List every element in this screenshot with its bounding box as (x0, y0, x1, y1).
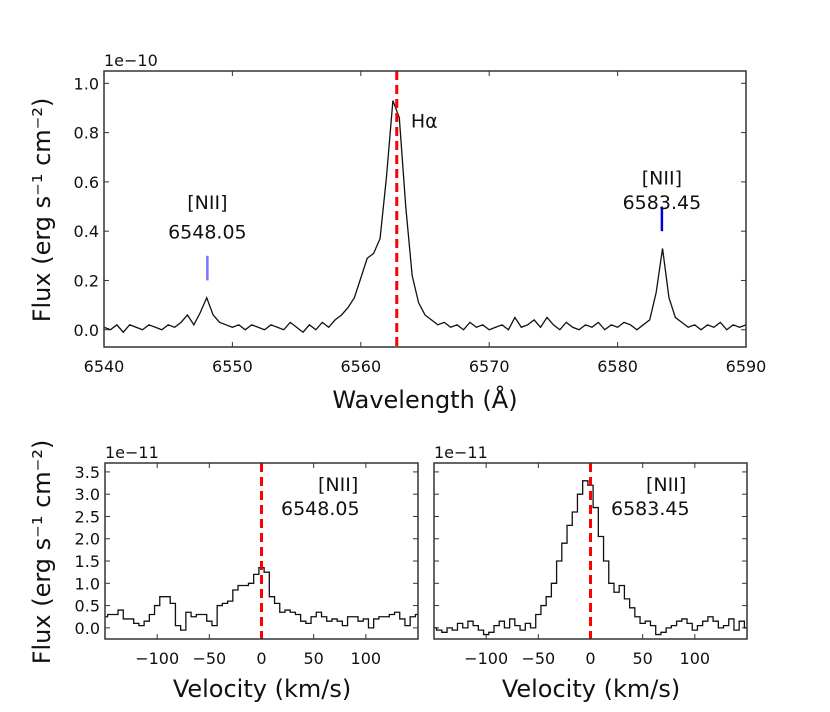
x-tick-label: −50 (521, 649, 555, 668)
line-annotation: [NII] (318, 474, 358, 496)
x-tick-label: 6590 (726, 357, 767, 376)
bottom-left-x-axis-label: Velocity (km/s) (173, 675, 351, 703)
y-tick-label: 0.2 (74, 271, 99, 290)
bottom-y-axis-label: Flux (erg s⁻¹ cm⁻²) (28, 440, 56, 665)
bottom-left-panel-nii-6548: −100 −50 0 50 100 0.0 0.5 1.0 1.5 2.0 2.5 3.0 3.5 1e−… (75, 443, 419, 668)
x-tick-label: −100 (464, 649, 508, 668)
y-tick-label: 0.4 (74, 222, 99, 241)
y-tick-label: 1.0 (74, 74, 99, 93)
y-tick-label: 3.5 (75, 463, 100, 482)
y-tick-label: 0.0 (74, 321, 99, 340)
y-tick-label: 0.6 (74, 173, 99, 192)
axes-frame (433, 462, 748, 640)
x-tick-label: 6570 (469, 357, 510, 376)
y-tick-label: 2.5 (75, 507, 100, 526)
x-tick-label: −50 (192, 649, 226, 668)
offset-label: 1e−10 (104, 51, 158, 70)
offset-label: 1e−11 (434, 443, 488, 462)
spectrum-line (105, 567, 418, 631)
x-tick-label: 6540 (84, 357, 125, 376)
x-tick-label: 50 (632, 649, 652, 668)
x-tick-label: 100 (680, 649, 711, 668)
line-annotation: 6548.05 (281, 498, 360, 520)
x-tick-label: 100 (351, 649, 382, 668)
x-tick-label: 6580 (597, 357, 638, 376)
x-tick-label: 0 (256, 649, 266, 668)
x-tick-label: −100 (135, 649, 179, 668)
y-tick-label: 0.8 (74, 124, 99, 143)
y-tick-label: 1.0 (75, 574, 100, 593)
line-annotation: [NII] (187, 192, 227, 214)
line-annotation: Hα (411, 111, 438, 133)
y-tick-label: 2.0 (75, 530, 100, 549)
y-tick-label: 1.5 (75, 552, 100, 571)
line-annotation: 6583.45 (623, 192, 702, 214)
y-tick-label: 0.0 (75, 619, 100, 638)
top-panel-halpha-spectrum: 6540 6550 6560 6570 6580 6590 0.0 0.2 0.4 0.6 0.8 1… (74, 51, 767, 376)
x-tick-label: 0 (585, 649, 595, 668)
bottom-right-panel-nii-6583: −100 −50 0 50 100 1e−11 [NII]6583.45 (433, 443, 748, 668)
line-annotation: [NII] (642, 167, 682, 189)
top-y-axis-label: Flux (erg s⁻¹ cm⁻²) (28, 98, 56, 323)
top-x-axis-label: Wavelength (Å) (332, 385, 517, 414)
x-tick-label: 50 (303, 649, 323, 668)
offset-label: 1e−11 (105, 443, 159, 462)
x-tick-label: 6550 (212, 357, 253, 376)
line-annotation: 6583.45 (611, 498, 690, 520)
y-tick-label: 3.0 (75, 485, 100, 504)
bottom-right-x-axis-label: Velocity (km/s) (502, 675, 680, 703)
axes-frame (103, 70, 747, 348)
x-tick-label: 6560 (340, 357, 381, 376)
line-annotation: [NII] (646, 474, 686, 496)
spectrum-line (104, 100, 746, 334)
line-annotation: 6548.05 (168, 222, 247, 244)
axes-frame (104, 462, 419, 640)
y-tick-label: 0.5 (75, 597, 100, 616)
